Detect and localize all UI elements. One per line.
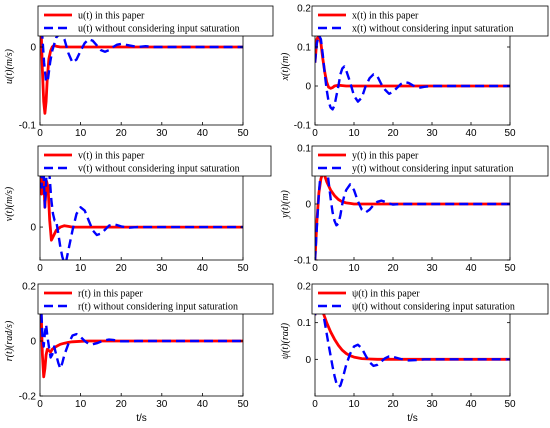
x-tick-label-x: 20 <box>387 128 399 139</box>
legend-x: x(t) in this paper x(t) without consideri… <box>311 5 549 37</box>
legend-entry-psi-0: ψ(t) in this paper <box>352 289 420 300</box>
legend-entry-v-0: v(t) in this paper <box>78 151 145 162</box>
x-tick-label-x: 30 <box>426 128 438 139</box>
x-tick-label-y: 50 <box>504 263 516 274</box>
x-tick-label-v: 0 <box>37 263 43 274</box>
legend-box-v <box>37 145 272 177</box>
x-tick-label-x: 40 <box>465 128 477 139</box>
x-tick-label-psi: 0 <box>312 399 318 410</box>
legend-box-u <box>37 5 274 37</box>
y-tick-label-y: -0.1 <box>294 256 312 267</box>
y-axis-label-x: x(t)(m) <box>280 52 291 81</box>
x-tick-label-v: 30 <box>156 263 168 274</box>
x-tick-label-psi: 50 <box>504 399 516 410</box>
subplot-x: 0 10 20 30 40 50-0.100.10.2x(t)(m)x(t) in thi… <box>280 4 549 139</box>
y-tick-label-psi: 0.1 <box>297 318 311 329</box>
legend-v: v(t) in this paper v(t) without consideri… <box>37 145 272 177</box>
x-tick-label-y: 20 <box>387 263 399 274</box>
x-tick-label-v: 20 <box>116 263 128 274</box>
x-tick-label-u: 30 <box>156 128 168 139</box>
legend-entry-v-1: v(t) without considering input saturatio… <box>78 164 240 175</box>
x-tick-label-psi: 30 <box>426 399 438 410</box>
x-tick-label-psi: 10 <box>348 399 360 410</box>
y-tick-label-x: 0.1 <box>297 43 311 54</box>
x-axis-label-r: t/s <box>136 413 147 424</box>
x-tick-label-v: 40 <box>197 263 209 274</box>
legend-entry-x-1: x(t) without considering input saturatio… <box>352 24 514 35</box>
legend-box-x <box>311 5 549 37</box>
legend-entry-y-1: y(t) without considering input saturatio… <box>352 164 514 175</box>
x-tick-label-r: 40 <box>197 399 209 410</box>
subplot-psi: 0 10 20 30 40 50 0 0.1 0.2 ψ(t)(rad) t/s ψ(t) in th… <box>280 282 549 424</box>
x-tick-label-y: 0 <box>312 263 318 274</box>
legend-psi: ψ(t) in this paper ψ(t) without consideri… <box>311 283 549 315</box>
series-v-unsaturated-line <box>40 154 243 260</box>
y-tick-label-r: -0.2 <box>19 392 37 403</box>
subplot-y: 0 10 20 30 40 50-0.100.1y(t)(m)y(t) in this p… <box>280 144 549 274</box>
y-tick-label-r: 0.2 <box>22 282 36 293</box>
y-tick-label-u: -0.1 <box>19 121 37 132</box>
subplot-r: 0 10 20 30 40 50-0.200.2r(t)(rad/s)t/sr(t) in… <box>4 282 274 424</box>
subplot-u: 0 10 20 30 40 50-0.10u(t)(m/s)u(t) in this pa… <box>4 5 274 139</box>
y-axis-label-u: u(t)(m/s) <box>4 48 15 84</box>
y-tick-label-y: 0 <box>305 200 311 211</box>
legend-entry-psi-1: ψ(t) without considering input saturatio… <box>352 302 515 313</box>
x-tick-label-u: 10 <box>75 128 87 139</box>
x-tick-label-r: 0 <box>37 399 43 410</box>
y-tick-label-u: 0 <box>30 43 36 54</box>
legend-entry-x-0: x(t) in this paper <box>352 11 419 22</box>
y-tick-label-y: 0.1 <box>297 144 311 155</box>
legend-box-psi <box>311 283 549 315</box>
legend-entry-y-0: y(t) in this paper <box>352 151 419 162</box>
legend-entry-u-0: u(t) in this paper <box>78 11 145 22</box>
x-tick-label-u: 50 <box>237 128 249 139</box>
series-y-proposed-line <box>315 171 510 260</box>
series-r-unsaturated-line <box>40 286 243 370</box>
y-axis-label-v: v(t)(m/s) <box>4 186 15 221</box>
x-tick-label-y: 40 <box>465 263 477 274</box>
x-tick-label-y: 30 <box>426 263 438 274</box>
legend-entry-r-1: r(t) without considering input saturatio… <box>78 302 238 313</box>
x-tick-label-u: 20 <box>116 128 128 139</box>
series-x-proposed-line <box>315 33 510 90</box>
x-tick-label-v: 50 <box>237 263 249 274</box>
y-tick-label-r: 0 <box>30 337 36 348</box>
y-axis-label-psi: ψ(t)(rad) <box>280 322 291 359</box>
legend-entry-u-1: u(t) without considering input saturatio… <box>78 24 240 35</box>
x-tick-label-u: 40 <box>197 128 209 139</box>
y-tick-label-x: 0.2 <box>297 4 311 15</box>
x-tick-label-psi: 20 <box>387 399 399 410</box>
legend-u: u(t) in this paper u(t) without consideri… <box>37 5 274 37</box>
series-x-unsaturated-line <box>315 34 510 111</box>
x-tick-label-r: 50 <box>237 399 249 410</box>
x-tick-label-u: 0 <box>37 128 43 139</box>
y-axis-label-y: y(t)(m) <box>280 189 291 218</box>
y-axis-label-r: r(t)(rad/s) <box>4 320 15 361</box>
legend-box-y <box>311 145 549 177</box>
legend-box-r <box>37 283 274 315</box>
series-u-unsaturated-line <box>40 15 243 84</box>
x-tick-label-x: 10 <box>348 128 360 139</box>
legend-y: y(t) in this paper y(t) without consideri… <box>311 145 549 177</box>
x-tick-label-x: 0 <box>312 128 318 139</box>
x-tick-label-x: 50 <box>504 128 516 139</box>
x-tick-label-r: 20 <box>116 399 128 410</box>
x-tick-label-y: 10 <box>348 263 360 274</box>
x-tick-label-r: 30 <box>156 399 168 410</box>
x-tick-label-r: 10 <box>75 399 87 410</box>
y-tick-label-psi: 0 <box>305 355 311 366</box>
y-tick-label-v: 0 <box>30 223 36 234</box>
x-tick-label-v: 10 <box>75 263 87 274</box>
legend-r: r(t) in this paper r(t) without consideri… <box>37 283 274 315</box>
x-tick-label-psi: 40 <box>465 399 477 410</box>
y-tick-label-x: -0.1 <box>294 121 312 132</box>
y-tick-label-psi: 0.2 <box>297 282 311 293</box>
series-psi-unsaturated-line <box>315 288 510 388</box>
x-axis-label-psi: t/s <box>407 413 418 424</box>
y-tick-label-x: 0 <box>305 82 311 93</box>
legend-entry-r-0: r(t) in this paper <box>78 289 143 300</box>
